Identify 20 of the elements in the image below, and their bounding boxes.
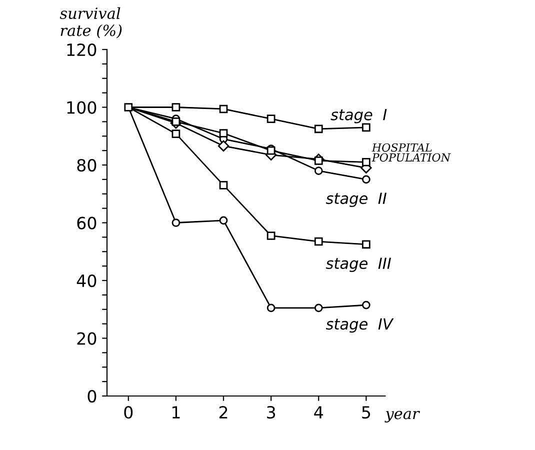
x-axis-title: year [384,410,420,422]
x-tick-label: 3 [267,406,276,419]
series-label: stage II [326,192,386,208]
y-axis-title: survival rate (%) [60,7,122,38]
series-label: stage I [330,108,387,124]
y-tick-label: 120 [67,43,96,56]
y-tick-label: 0 [88,390,96,403]
y-tick-label: 100 [67,101,96,114]
y-tick-label: 20 [77,332,96,345]
series-label: HOSPITAL POPULATION [372,143,451,162]
y-tick-label: 60 [77,216,96,230]
x-tick-label: 1 [172,406,180,418]
x-tick-label: 5 [362,406,370,419]
y-tick-label: 80 [77,158,96,172]
series-label: stage IV [326,318,394,333]
series-label: stage III [326,258,391,272]
x-tick-label: 2 [219,406,228,418]
x-tick-label: 0 [124,406,133,419]
y-tick-label: 40 [76,274,96,288]
x-tick-label: 4 [314,406,323,418]
